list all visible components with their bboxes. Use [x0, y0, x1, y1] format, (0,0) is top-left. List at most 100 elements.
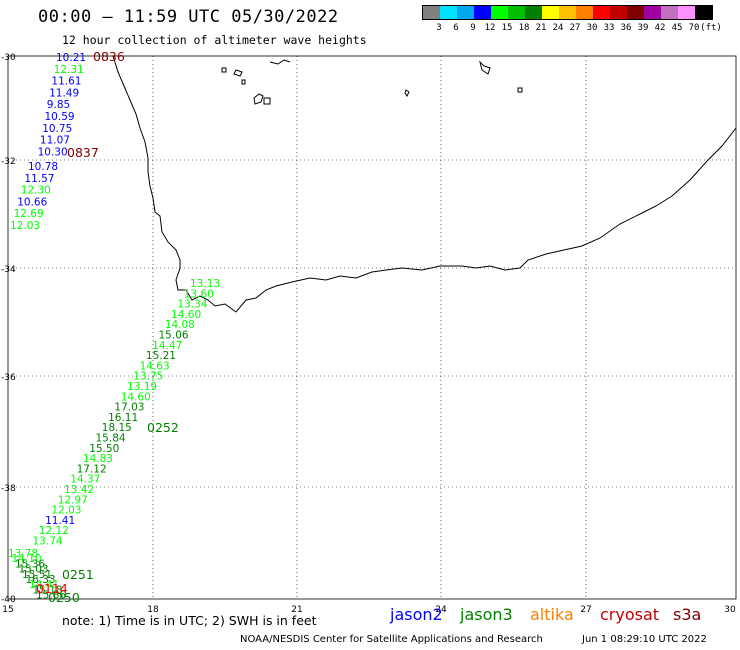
lat-label: -34	[1, 265, 16, 275]
wave-height-value: 15.36	[15, 558, 45, 570]
generated-timestamp: Jun 1 08:29:10 UTC 2022	[582, 634, 707, 645]
wave-height-value: 17.12	[77, 463, 107, 475]
wave-height-value: 18.15	[102, 422, 132, 434]
wave-height-value: 12.69	[14, 208, 44, 220]
chart-title: 00:00 – 11:59 UTC 05/30/2022	[38, 7, 339, 27]
color-scale-swatch	[440, 6, 457, 19]
wave-height-value: 15.84	[96, 433, 126, 445]
wave-height-value: 14.41	[29, 579, 59, 591]
altimeter-tracks: 10.2112.3111.6111.499.8510.5910.7511.071…	[8, 49, 220, 605]
wave-height-value: 15.51	[22, 569, 52, 581]
wave-height-value: 12.97	[58, 494, 88, 506]
wave-height-value: 11.07	[40, 135, 70, 147]
lon-label: 30	[724, 605, 736, 615]
color-scale-label: 24	[552, 23, 564, 33]
color-scale-label: 42	[654, 23, 666, 33]
islands	[221, 59, 523, 105]
lon-label: 27	[580, 605, 591, 615]
wave-height-value: 10.75	[42, 123, 72, 135]
graticule	[8, 56, 736, 599]
color-scale-swatch	[610, 6, 627, 19]
legend-altika: altika	[530, 605, 574, 624]
lat-label: -40	[1, 595, 16, 605]
lat-label: -30	[1, 53, 16, 63]
color-scale-label: 45	[671, 23, 683, 33]
lon-label: 18	[147, 605, 159, 615]
map-frame	[7, 55, 737, 600]
wave-height-value: 10.66	[17, 196, 47, 208]
color-scale-label: 39	[637, 23, 649, 33]
wave-height-value: 15.03	[19, 564, 49, 576]
wave-height-value: 15.50	[89, 443, 119, 455]
wave-height-value: 10.21	[56, 52, 86, 64]
lon-label: 21	[291, 605, 302, 615]
color-scale-label: 33	[603, 23, 615, 33]
pass-time-label: 0251	[62, 567, 94, 582]
color-scale-swatch	[559, 6, 576, 19]
wave-height-value: 13.60	[184, 288, 214, 300]
wave-height-value: 14.60	[121, 391, 151, 403]
color-scale-swatch	[508, 6, 525, 19]
color-scale-swatch	[525, 6, 542, 19]
legend-jason3: jason3	[460, 605, 513, 624]
color-scale-swatch	[576, 6, 593, 19]
wave-height-value: 12.03	[10, 220, 40, 232]
wave-height-value: 14.47	[152, 340, 182, 352]
wave-height-value: 14.10	[12, 553, 42, 565]
lat-label: -38	[1, 484, 16, 494]
color-scale-swatch	[457, 6, 474, 19]
wave-height-value: 15.06	[159, 330, 189, 342]
color-scale-label: 27	[569, 23, 581, 33]
wave-height-value: 13.13	[190, 278, 220, 290]
lon-label: 15	[2, 605, 13, 615]
wave-height-value: 11.49	[49, 87, 79, 99]
color-scale-label: 18	[518, 23, 530, 33]
color-scale-swatch	[695, 6, 712, 19]
wave-height-value: 15.86	[36, 590, 66, 602]
legend-jason2: jason2	[390, 605, 443, 624]
lon-label: 24	[435, 605, 447, 615]
color-scale-swatch	[593, 6, 610, 19]
wave-height-value: 10.78	[28, 161, 58, 173]
legend-cryosat: cryosat	[600, 605, 660, 624]
color-scale-label: 36	[620, 23, 632, 33]
note: note: 1) Time is in UTC; 2) SWH is in fe…	[62, 613, 317, 628]
color-scale-labels: 3 6 9 12 15 18 21 24 27 30 33 36 39 42 45 70 (ft)	[422, 20, 722, 33]
wave-height-value: 13.19	[127, 381, 157, 393]
wave-height-value: 12.30	[21, 185, 51, 197]
pass-time-label: 0250	[48, 590, 80, 605]
wave-height-value: 14.63	[140, 360, 170, 372]
color-scale-swatch	[423, 6, 440, 19]
wave-height-value: 12.03	[51, 505, 81, 517]
color-scale-label: 9	[470, 23, 476, 33]
color-scale-swatch	[542, 6, 559, 19]
wave-height-value: 11.41	[45, 515, 75, 527]
wave-height-value: 17.03	[114, 402, 144, 414]
color-scale-swatch	[627, 6, 644, 19]
wave-height-value: 13.34	[177, 299, 207, 311]
pass-time-label: 0114	[36, 581, 68, 596]
color-scale-swatch	[678, 6, 695, 19]
credit: NOAA/NESDIS Center for Satellite Applica…	[240, 634, 543, 645]
wave-height-value: 14.37	[70, 474, 100, 486]
color-scale: 3 6 9 12 15 18 21 24 27 30 33 36 39 42 45 70 (ft)	[422, 5, 722, 33]
wave-height-value: 16.11	[108, 412, 138, 424]
wave-height-value: 15.18	[33, 584, 63, 596]
color-scale-label: 6	[453, 23, 459, 33]
wave-height-value: 13.42	[64, 484, 94, 496]
color-scale-swatch	[491, 6, 508, 19]
wave-height-value: 11.57	[24, 173, 54, 185]
pass-time-label: 0836	[93, 49, 125, 64]
pass-time-label: 0837	[67, 145, 99, 160]
wave-height-value: 10.30	[38, 146, 68, 158]
color-scale-label: 3	[436, 23, 442, 33]
wave-height-value: 11.61	[51, 76, 81, 88]
wave-height-value: 13.78	[8, 548, 38, 560]
wave-height-value: 13.75	[133, 371, 163, 383]
lat-label: -32	[1, 157, 16, 167]
wave-height-value: 14.60	[171, 309, 201, 321]
color-scale-swatch	[644, 6, 661, 19]
wave-height-value: 16.33	[26, 574, 56, 586]
coastline	[112, 55, 737, 313]
